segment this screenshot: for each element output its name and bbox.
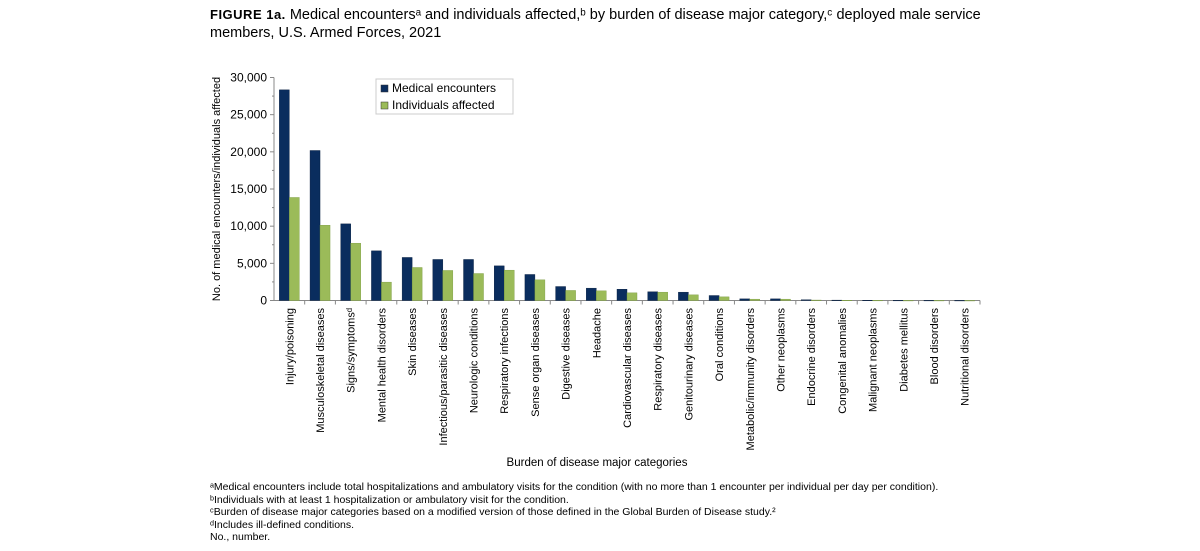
bar-medical-encounters	[770, 298, 781, 301]
footnote-b: ᵇIndividuals with at least 1 hospitaliza…	[210, 493, 569, 506]
bar-individuals-affected	[810, 299, 822, 301]
bar-medical-encounters	[708, 295, 720, 301]
bar-individuals-affected	[780, 298, 791, 301]
x-tick-label: Infectious/parasitic diseases	[438, 308, 450, 446]
legend-box	[375, 78, 514, 115]
bar-individuals-affected	[718, 296, 730, 301]
figure-title-text: Medical encountersᵃ and individuals affe…	[210, 7, 981, 41]
x-tick-label: Respiratory infections	[499, 308, 511, 414]
bar-individuals-affected	[657, 291, 668, 301]
x-tick-label: Digestive diseases	[561, 308, 573, 400]
bar-medical-encounters	[371, 250, 382, 301]
bar-individuals-affected	[964, 300, 975, 302]
bar-medical-encounters	[340, 223, 351, 301]
bar-medical-encounters	[616, 289, 628, 301]
y-tick-label: 0	[260, 294, 267, 308]
x-tick-label: Injury/poisoning	[284, 308, 296, 385]
y-tick-label: 20,000	[230, 145, 267, 159]
bar-medical-encounters	[800, 299, 812, 301]
bar-individuals-affected	[411, 267, 423, 301]
bar-individuals-affected	[596, 290, 607, 301]
bar-individuals-affected	[872, 300, 883, 302]
bar-individuals-affected	[841, 300, 853, 301]
figure-title: FIGURE 1a. Medical encountersᵃ and indiv…	[210, 6, 1010, 42]
x-tick-label: Neurologic conditions	[469, 308, 481, 414]
x-tick-label: Sense organ diseases	[530, 308, 542, 417]
x-tick-label: Oral conditions	[714, 308, 726, 382]
bar-medical-encounters	[401, 257, 413, 301]
bar-medical-encounters	[739, 298, 750, 301]
bar-individuals-affected	[903, 300, 914, 302]
bar-medical-encounters	[647, 291, 658, 301]
bar-individuals-affected	[473, 273, 484, 301]
bar-medical-encounters	[954, 300, 965, 302]
legend-swatch	[380, 84, 389, 93]
x-tick-label: Malignant neoplasms	[868, 308, 880, 412]
bar-individuals-affected	[688, 294, 699, 301]
bar-medical-encounters	[555, 286, 566, 301]
bar-medical-encounters	[862, 300, 873, 301]
legend-label: Medical encounters	[392, 81, 496, 95]
bar-medical-encounters	[494, 265, 505, 301]
bar-individuals-affected	[749, 298, 760, 301]
footnote-a: ᵃMedical encounters include total hospit…	[210, 481, 939, 493]
x-tick-label: Respiratory diseases	[653, 308, 665, 411]
legend-swatch	[380, 101, 389, 110]
x-tick-label: Blood disorders	[929, 308, 941, 385]
footnote-abbrev: No., number.	[210, 531, 271, 544]
bar-individuals-affected	[289, 197, 300, 301]
bar-individuals-affected	[504, 269, 515, 301]
y-tick-label: 25,000	[230, 108, 267, 122]
x-axis-label: Burden of disease major categories	[507, 457, 688, 469]
figure-label: FIGURE 1a.	[210, 7, 286, 22]
bar-medical-encounters	[923, 300, 935, 302]
y-tick-label: 10,000	[230, 219, 267, 233]
x-tick-label: Musculoskeletal diseases	[315, 308, 327, 433]
bar-individuals-affected	[350, 242, 361, 301]
y-tick-label: 5,000	[237, 256, 267, 270]
y-tick-label: 15,000	[230, 182, 267, 196]
x-tick-label: Cardiovascular diseases	[622, 308, 634, 428]
x-tick-label: Skin diseases	[407, 308, 419, 376]
x-tick-label: Mental health disorders	[376, 308, 388, 423]
bar-individuals-affected	[534, 279, 546, 301]
x-tick-label: Metabolic/immunity disorders	[745, 308, 757, 451]
x-tick-label: Signs/symptomsᵈ	[346, 308, 358, 393]
legend-label: Individuals affected	[392, 98, 495, 112]
bar-medical-encounters	[463, 259, 474, 301]
footnotes: ᵃMedical encounters include total hospit…	[210, 481, 938, 544]
bar-individuals-affected	[565, 290, 576, 301]
x-tick-label: Endocrine disorders	[806, 308, 818, 406]
bar-individuals-affected	[319, 225, 331, 301]
bar-individuals-affected	[381, 281, 392, 301]
footnote-d: ᵈIncludes ill-defined conditions.	[210, 518, 355, 531]
y-tick-label: 30,000	[230, 71, 267, 85]
bar-medical-encounters	[893, 300, 904, 302]
bar-medical-encounters	[432, 259, 444, 301]
bar-medical-encounters	[586, 287, 597, 301]
footnote-c: ᶜBurden of disease major categories base…	[210, 506, 776, 519]
bar-medical-encounters	[279, 89, 290, 301]
bar-medical-encounters	[678, 291, 689, 301]
x-tick-label: Headache	[591, 308, 603, 358]
x-tick-label: Congenital anomalies	[837, 308, 849, 414]
x-tick-label: Nutritional disorders	[960, 308, 972, 406]
bar-medical-encounters	[309, 150, 321, 301]
x-tick-label: Other neoplasms	[775, 308, 787, 392]
x-tick-label: Genitourinary diseases	[683, 308, 695, 421]
y-axis-label: No. of medical encounters/individuals af…	[211, 77, 223, 301]
bar-medical-encounters	[524, 274, 536, 301]
bar-individuals-affected	[933, 300, 945, 302]
x-tick-label: Diabetes mellitus	[898, 308, 910, 392]
bar-individuals-affected	[626, 292, 638, 301]
bar-individuals-affected	[442, 270, 454, 301]
bar-medical-encounters	[831, 299, 843, 301]
